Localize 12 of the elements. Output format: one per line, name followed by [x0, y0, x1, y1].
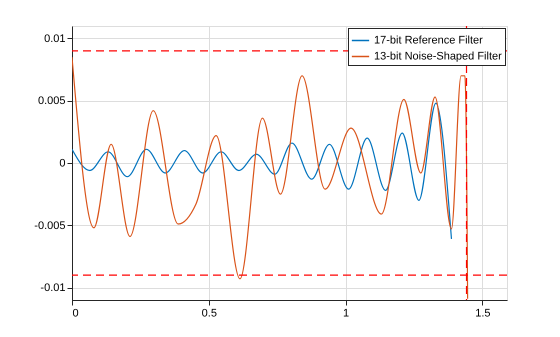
y-tick-label: -0.005	[34, 220, 66, 232]
legend-label: 17-bit Reference Filter	[374, 34, 484, 46]
y-tick-label: 0.005	[38, 95, 66, 108]
y-tick-label: 0.01	[44, 32, 66, 45]
x-tick-label: 0	[72, 308, 79, 320]
x-tick-label: 1	[343, 308, 350, 320]
y-tick-label: -0.01	[40, 282, 66, 294]
line-series	[72, 102, 452, 240]
x-tick-label: 1.5	[475, 308, 491, 320]
y-tick-label: 0	[59, 158, 66, 170]
legend-label: 13-bit Noise-Shaped Filter	[374, 50, 502, 62]
x-tick-label: 0.5	[202, 308, 217, 320]
